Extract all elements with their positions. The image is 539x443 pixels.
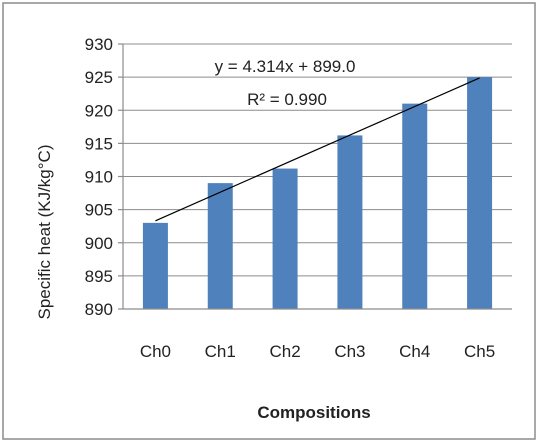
x-tick-label: Ch3	[334, 342, 365, 361]
bar-ch0	[142, 222, 168, 309]
bar-ch2	[272, 168, 298, 309]
x-tick-label: Ch1	[205, 342, 236, 361]
bar-ch3	[337, 135, 363, 309]
x-tick-labels: Ch0 Ch1 Ch2 Ch3 Ch4 Ch5	[140, 342, 495, 361]
x-tick-label: Ch0	[140, 342, 171, 361]
x-axis-title: Compositions	[257, 403, 370, 422]
bar-ch5	[467, 77, 493, 309]
y-tick-label: 930	[85, 35, 113, 54]
x-tick-label: Ch4	[399, 342, 430, 361]
y-tick-label: 905	[85, 201, 113, 220]
y-tick-label: 915	[85, 134, 113, 153]
bar-ch4	[402, 103, 428, 309]
y-axis-title: Specific heat (KJ/kg°C)	[35, 145, 54, 320]
y-tick-labels: 890 895 900 905 910 915 920 925 930	[85, 35, 113, 319]
chart-frame	[2, 2, 536, 440]
y-tick-label: 895	[85, 267, 113, 286]
y-tick-label: 890	[85, 300, 113, 319]
x-tick-label: Ch5	[464, 342, 495, 361]
x-tick-label: Ch2	[269, 342, 300, 361]
y-tick-label: 900	[85, 234, 113, 253]
y-tick-label: 925	[85, 68, 113, 87]
bars	[142, 77, 493, 309]
trendline-equation: y = 4.314x + 899.0	[215, 57, 356, 76]
y-tick-label: 920	[85, 101, 113, 120]
trendline-r-squared: R² = 0.990	[247, 90, 327, 109]
axes	[118, 43, 512, 310]
y-tick-label: 910	[85, 168, 113, 187]
bar-ch1	[207, 183, 233, 309]
trendline	[155, 77, 480, 222]
trendline-layer	[155, 77, 480, 222]
